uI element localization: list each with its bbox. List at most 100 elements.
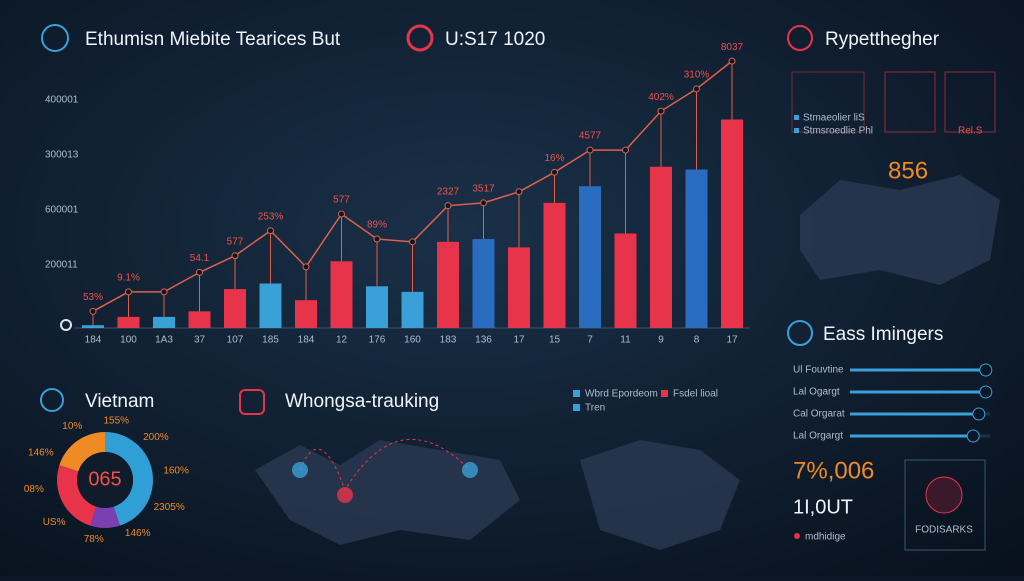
- icon: [41, 24, 69, 52]
- point-label: 253%: [258, 211, 284, 222]
- x-tick-label: 11: [620, 335, 631, 346]
- x-tick-label: 8: [694, 335, 700, 346]
- line-point: [231, 252, 239, 260]
- bar: [401, 291, 424, 328]
- line-point: [160, 288, 168, 296]
- legend-swatch: [794, 115, 799, 120]
- progress-label: Ul Fouvtine: [793, 365, 844, 376]
- progress-label: Lal Orgargt: [793, 431, 843, 442]
- donut-segment: [90, 506, 120, 528]
- legend-swatch: [573, 390, 580, 397]
- x-tick-label: 7: [587, 335, 593, 346]
- x-tick-label: 184: [85, 335, 102, 346]
- donut-label: 08%: [24, 484, 44, 495]
- legend-label: Fsdel lioal: [673, 389, 718, 400]
- bar: [508, 247, 530, 328]
- point-label: 577: [227, 236, 244, 247]
- x-tick-label: 17: [726, 335, 738, 346]
- badge-icon: [925, 476, 963, 514]
- legend-swatch: [794, 128, 799, 133]
- bar: [330, 261, 353, 328]
- point-label: 89%: [367, 220, 387, 231]
- bar: [295, 300, 317, 328]
- x-tick-label: 184: [298, 335, 315, 346]
- map: [580, 440, 740, 550]
- bar: [614, 233, 637, 328]
- legend-label: Stmaeolier liS: [803, 113, 865, 124]
- big-number: 856: [888, 157, 928, 184]
- mini-card: [884, 71, 936, 133]
- donut-segment: [59, 432, 105, 472]
- pin: [337, 487, 353, 503]
- donut-label: 2305%: [154, 502, 185, 513]
- line-point: [89, 307, 97, 315]
- progress-knob: [979, 385, 993, 399]
- panel-title: Eass Imingers: [823, 324, 943, 345]
- y-axis-label: 300013: [45, 150, 79, 161]
- bar: [224, 289, 246, 328]
- bar: [153, 316, 175, 328]
- line-point: [480, 199, 487, 207]
- line-point: [125, 288, 132, 296]
- donut-label: 200%: [143, 432, 169, 443]
- point-label: 53%: [83, 292, 103, 303]
- icon: [239, 389, 265, 415]
- line-point: [657, 107, 665, 115]
- point-label: 577: [333, 195, 350, 206]
- y-axis-label: 400001: [45, 95, 79, 106]
- panel-title: Whongsa-trauking: [285, 391, 439, 412]
- tag: Rel.S: [958, 126, 983, 137]
- bar: [685, 169, 708, 328]
- line-point: [267, 227, 274, 235]
- x-tick-label: 12: [336, 335, 348, 346]
- icon: [406, 24, 434, 52]
- note: mdhidige: [805, 532, 846, 543]
- x-tick-label: 1A3: [155, 335, 173, 346]
- donut-label: 146%: [125, 528, 151, 539]
- line-point: [409, 238, 416, 246]
- donut-label: US%: [43, 517, 66, 528]
- line-point: [728, 57, 736, 65]
- bar: [543, 202, 566, 328]
- x-tick-label: 100: [120, 335, 137, 346]
- bar: [650, 166, 672, 328]
- y-axis-label: 600001: [45, 205, 79, 216]
- x-tick-label: 17: [513, 335, 525, 346]
- bar: [259, 283, 282, 328]
- line-point: [338, 210, 345, 218]
- point-label: 16%: [544, 153, 564, 164]
- x-tick-label: 136: [475, 335, 492, 346]
- point-label: 310%: [684, 70, 710, 81]
- panel-title: Vietnam: [85, 391, 154, 412]
- icon: [787, 25, 813, 51]
- route: [299, 438, 471, 492]
- origin: [60, 319, 72, 331]
- badge-box: [904, 459, 986, 551]
- x-tick-label: 37: [194, 335, 206, 346]
- x-tick-label: 107: [227, 335, 244, 346]
- legend-label: Tren: [585, 403, 605, 414]
- x-tick-label: 183: [440, 335, 457, 346]
- x-tick-label: 176: [369, 335, 386, 346]
- x-tick-label: 185: [262, 335, 279, 346]
- bar: [366, 286, 388, 328]
- y-axis-label: 200011: [45, 260, 78, 271]
- bar: [188, 311, 211, 328]
- progress-knob: [972, 407, 986, 421]
- map: [800, 175, 1000, 285]
- progress-label: Cal Orgarat: [793, 409, 845, 420]
- donut-label: 146%: [28, 447, 54, 458]
- bar: [472, 239, 495, 328]
- stat: 7%,006: [793, 457, 874, 484]
- legend-label: Stmsroedlie Phl: [803, 126, 873, 137]
- line-point: [373, 235, 381, 243]
- donut-segment: [56, 465, 97, 526]
- progress-knob: [979, 363, 993, 377]
- point-label: 3517: [472, 184, 495, 195]
- bar: [721, 119, 743, 328]
- bar: [437, 241, 459, 328]
- donut-label: 160%: [163, 465, 189, 476]
- line-point: [586, 146, 594, 154]
- x-tick-label: 160: [404, 335, 421, 346]
